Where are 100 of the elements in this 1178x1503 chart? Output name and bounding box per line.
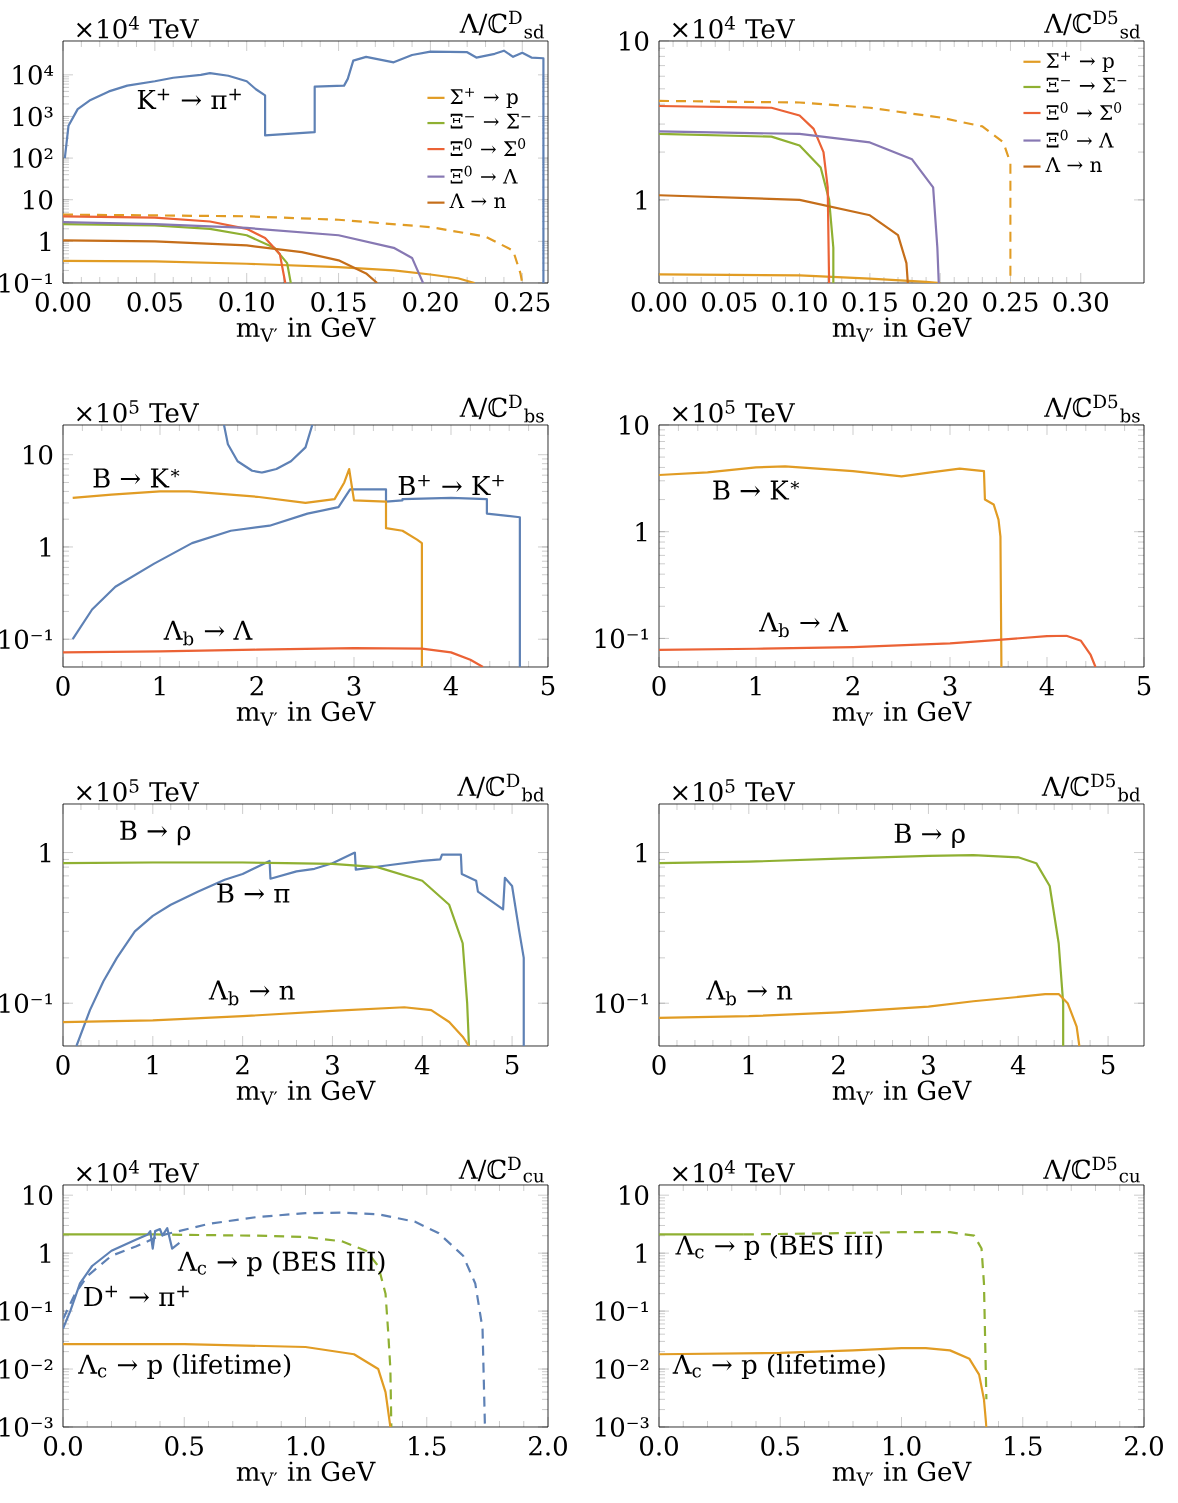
y-tick-label: 1: [636, 842, 647, 863]
annotation: Λ$_{b}$ → n: [706, 980, 793, 1006]
chart-title: Λ/ℂ$^{D}$cu: [458, 1156, 544, 1183]
x-tick-label: 4: [443, 676, 458, 696]
x-tick-label: 0.5: [761, 1436, 799, 1456]
y-tick-label: 1: [636, 1243, 647, 1263]
x-tick-label: 5: [506, 1055, 519, 1075]
x-tick-label: 1: [154, 676, 165, 696]
y-tick-label: 10: [24, 189, 53, 210]
y-tick-label: 10⁻¹: [0, 1301, 52, 1321]
x-tick-label: 1: [743, 1055, 754, 1075]
x-tick-label: 1.0: [884, 1436, 921, 1456]
y-axis-title: ×10$^{4}$ TeV: [673, 1160, 796, 1183]
x-tick-label: 0.10: [772, 292, 827, 312]
line-series: [659, 465, 1003, 667]
x-tick-label: 0.25: [983, 292, 1038, 312]
line-series: [63, 1211, 487, 1427]
line-series: [659, 194, 909, 283]
y-tick-label: 1: [636, 522, 647, 542]
line-series: [63, 221, 425, 283]
y-axis-title: ×10$^{4}$ TeV: [673, 16, 796, 39]
x-tick-label: 0: [56, 676, 70, 696]
chart-title: Λ/ℂ$^{D5}$sd: [1044, 10, 1141, 39]
x-tick-label: 4: [1010, 1055, 1026, 1075]
legend-label: Ξ$^{0}$ → Λ: [450, 165, 518, 184]
x-tick-label: 3: [922, 1055, 935, 1075]
annotation: Λ$_{c}$ → p (lifetime): [78, 1353, 291, 1380]
y-tick-label: 10⁻¹: [595, 1301, 648, 1321]
line-series: [75, 851, 525, 1046]
legend-label: Ξ$^{0}$ → Σ$^{0}$: [450, 138, 526, 156]
y-tick-label: 10⁻²: [0, 1359, 53, 1379]
x-tick-label: 1: [750, 676, 761, 696]
x-tick-label: 1.5: [409, 1436, 446, 1456]
y-tick-label: 10⁻¹: [0, 629, 52, 650]
x-tick-label: 0.25: [495, 292, 550, 312]
x-tick-label: 0.10: [219, 292, 274, 312]
line-series: [63, 49, 545, 283]
chart-title: Λ/ℂ$^{D5}$cu: [1043, 1156, 1140, 1183]
line-series: [222, 424, 314, 474]
annotation: Λ$_{c}$ → p (BES III): [675, 1234, 882, 1260]
line-series: [63, 861, 471, 1046]
x-axis-title: m$_{V′}$ in GeV: [832, 1080, 972, 1105]
y-axis-title: ×10$^{4}$ TeV: [77, 1160, 200, 1183]
x-tick-label: 0.05: [127, 292, 182, 312]
x-tick-label: 4: [1039, 676, 1054, 696]
x-axis-title: m$_{V′}$ in GeV: [832, 1461, 972, 1486]
line-series: [659, 132, 835, 283]
y-axis-title: ×10$^{5}$ TeV: [77, 779, 200, 802]
annotation: K$^{+}$ → π$^{+}$: [137, 88, 241, 109]
annotation: B → K$^{∗}$: [713, 480, 800, 500]
line-series: [63, 647, 485, 667]
y-axis-title: ×10$^{5}$ TeV: [77, 400, 200, 423]
y-tick-label: 1: [40, 842, 51, 863]
y-tick-label: 10⁻²: [595, 1359, 649, 1379]
annotation: B$^{+}$ → K$^{+}$: [398, 474, 504, 496]
annotation: Λ$_{c}$ → p (lifetime): [672, 1353, 885, 1380]
line-series: [659, 104, 831, 283]
x-tick-label: 2: [846, 676, 859, 696]
annotation: D$^{+}$ → π$^{+}$: [84, 1285, 189, 1306]
x-tick-label: 0.15: [842, 292, 897, 312]
x-tick-label: 2: [250, 676, 263, 696]
chart-title: Λ/ℂ$^{D}$bs: [459, 394, 544, 423]
annotation: Λ$_{b}$ → n: [208, 980, 295, 1006]
annotation: Λ$_{c}$ → p (BES III): [177, 1251, 385, 1277]
y-tick-label: 10⁻¹: [0, 273, 52, 293]
legend-label: Ξ$^{−}$ → Σ$^{−}$: [1046, 77, 1127, 93]
x-tick-label: 0.30: [1053, 292, 1108, 312]
chart-title: Λ/ℂ$^{D5}$bs: [1044, 394, 1140, 423]
annotation: Λ$_{b}$ → Λ: [163, 620, 253, 646]
y-tick-label: 10³: [13, 106, 53, 127]
x-tick-label: 2.0: [1125, 1436, 1163, 1456]
y-tick-label: 10⁻³: [0, 1417, 53, 1437]
y-tick-label: 1: [40, 231, 51, 251]
annotation: Λ$_{b}$ → Λ: [759, 612, 849, 638]
y-tick-label: 1: [40, 1243, 51, 1263]
line-series: [63, 259, 476, 283]
y-tick-label: 10: [24, 444, 53, 465]
x-tick-label: 0.0: [44, 1436, 82, 1456]
legend-label: Ξ$^{0}$ → Λ: [1046, 129, 1114, 148]
line-series: [63, 239, 379, 283]
chart-title: Λ/ℂ$^{D}$sd: [459, 10, 545, 39]
x-tick-label: 1: [147, 1055, 158, 1075]
y-tick-label: 10⁻¹: [0, 993, 52, 1014]
x-axis-title: m$_{V′}$ in GeV: [832, 317, 972, 342]
x-tick-label: 2.0: [529, 1436, 567, 1456]
legend-label: Σ$^{+}$ → p: [1046, 51, 1114, 73]
legend-label: Ξ$^{0}$ → Σ$^{0}$: [1046, 102, 1122, 120]
x-tick-label: 3: [347, 676, 361, 696]
x-axis-title: m$_{V′}$ in GeV: [236, 701, 376, 726]
x-axis-title: m$_{V′}$ in GeV: [236, 1080, 376, 1105]
y-tick-label: 10²: [13, 148, 53, 168]
x-axis-title: m$_{V′}$ in GeV: [832, 701, 972, 726]
x-tick-label: 0.00: [631, 292, 687, 312]
x-tick-label: 0.15: [311, 292, 366, 312]
x-tick-label: 0: [56, 1055, 70, 1075]
y-axis-title: ×10$^{4}$ TeV: [77, 16, 200, 39]
x-tick-label: 4: [414, 1055, 430, 1075]
x-tick-label: 0.05: [702, 292, 757, 312]
x-tick-label: 2: [832, 1055, 845, 1075]
annotation: B → ρ: [120, 820, 191, 846]
